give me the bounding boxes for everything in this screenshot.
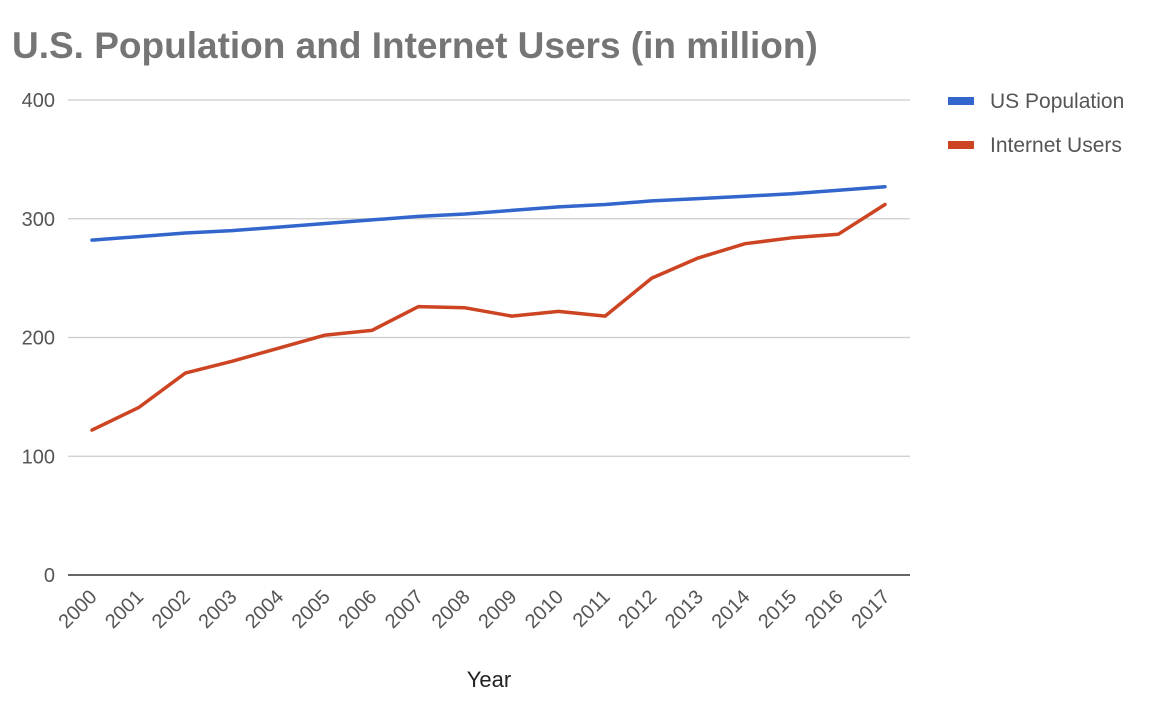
x-tick-label: 2002 (148, 586, 195, 633)
legend-swatch (948, 141, 974, 149)
series-lines (90, 184, 887, 432)
legend-swatch (948, 97, 974, 105)
x-tick-label: 2010 (521, 586, 568, 633)
chart-title: U.S. Population and Internet Users (in m… (12, 25, 818, 66)
x-tick-label: 2006 (334, 586, 381, 633)
x-tick-label: 2007 (381, 586, 428, 633)
x-axis-ticks: 2000 2001 2002 2003 2004 2005 2006 2007 2008 2009… (55, 586, 895, 633)
legend-label: Internet Users (990, 134, 1122, 157)
x-axis-title: Year (467, 667, 511, 692)
grid-lines (68, 99, 910, 576)
x-tick-label: 2005 (288, 586, 335, 633)
x-tick-label: 2016 (801, 586, 848, 633)
x-tick-label: 2013 (661, 586, 708, 633)
legend-label: US Population (990, 90, 1124, 113)
legend-item: US Population (948, 90, 1124, 113)
series-line-internet-users (90, 202, 887, 432)
x-tick-label: 2004 (241, 586, 288, 633)
x-tick-label: 2003 (194, 586, 241, 633)
y-tick-label: 400 (22, 90, 55, 112)
x-tick-label: 2012 (614, 586, 661, 633)
series-line-us-population (90, 184, 887, 242)
y-axis-ticks: 0 100 200 300 400 (22, 90, 55, 587)
y-tick-label: 200 (22, 328, 55, 350)
y-tick-label: 0 (44, 565, 55, 587)
legend-item: Internet Users (948, 134, 1122, 157)
x-tick-label: 2011 (569, 586, 615, 632)
x-tick-label: 2001 (101, 586, 148, 633)
x-tick-label: 2008 (428, 586, 475, 633)
y-tick-label: 100 (22, 446, 55, 468)
x-tick-label: 2000 (55, 586, 102, 633)
x-tick-label: 2017 (848, 586, 895, 633)
y-tick-label: 300 (22, 209, 55, 231)
x-tick-label: 2014 (708, 586, 755, 633)
x-tick-label: 2009 (474, 586, 521, 633)
x-tick-label: 2015 (754, 586, 801, 633)
legend: US Population Internet Users (948, 90, 1124, 157)
